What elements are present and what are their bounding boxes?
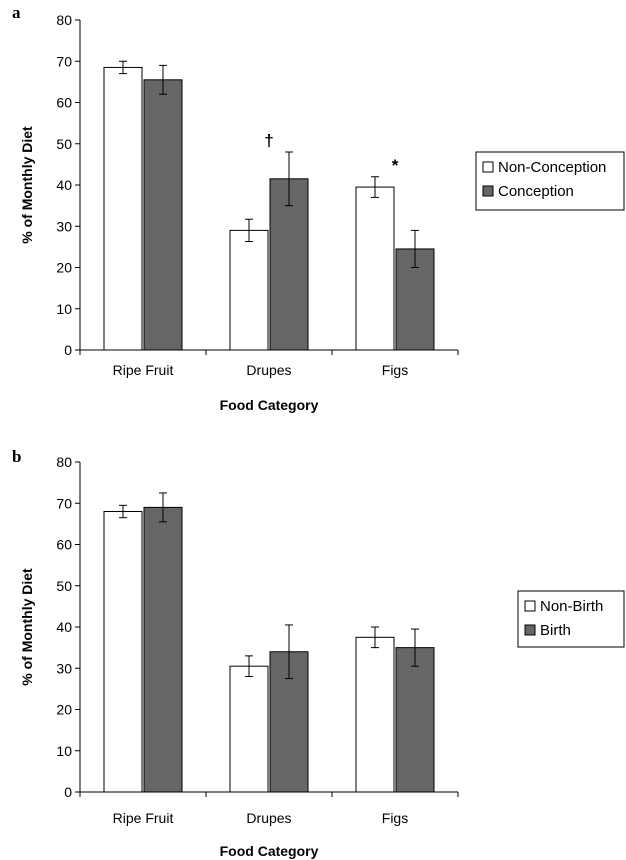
bar-ripe-fruit-birth [143, 506, 183, 793]
y-tick-label: 10 [56, 301, 72, 317]
significance-marker: † [264, 131, 273, 150]
y-tick-label: 70 [56, 53, 72, 69]
x-tick-label: Figs [382, 810, 408, 826]
bar-ripe-fruit-non-birth [103, 511, 143, 793]
legend-label: Conception [498, 183, 574, 200]
y-tick-label: 10 [56, 743, 72, 759]
legend: Non-Birth Birth [517, 590, 625, 648]
legend-swatch [482, 185, 494, 197]
legend-swatch [482, 161, 494, 173]
y-tick-label: 30 [56, 218, 72, 234]
legend-swatch [524, 624, 536, 636]
bar-drupes-non-birth [229, 665, 269, 793]
y-tick-label: 20 [56, 260, 72, 276]
x-tick-label: Ripe Fruit [113, 362, 174, 378]
bar-drupes-conception [269, 178, 309, 351]
bar-figs-birth [395, 647, 435, 793]
panel-letter: b [12, 447, 21, 466]
bar-ripe-fruit-non-conception [103, 66, 143, 351]
y-axis-title: % of Monthly Diet [19, 126, 35, 244]
legend-box [517, 590, 625, 648]
legend-swatch [524, 600, 536, 612]
y-tick-label: 0 [64, 342, 72, 358]
legend-label: Non-Birth [540, 598, 603, 615]
y-tick-label: 70 [56, 495, 72, 511]
y-tick-label: 30 [56, 660, 72, 676]
panel-letter: a [12, 3, 21, 22]
x-tick-label: Ripe Fruit [113, 810, 174, 826]
legend-label: Birth [540, 622, 571, 639]
y-tick-label: 60 [56, 95, 72, 111]
x-tick-label: Drupes [246, 362, 291, 378]
y-tick-label: 20 [56, 702, 72, 718]
y-tick-label: 50 [56, 136, 72, 152]
chart-panel-a: a 0 10 20 30 40 50 60 70 80 Ripe Fruit Drupes Figs † *… [12, 3, 625, 413]
x-tick-label: Figs [382, 362, 408, 378]
y-tick-label: 60 [56, 537, 72, 553]
y-axis-title: % of Monthly Diet [19, 568, 35, 686]
y-tick-label: 80 [56, 12, 72, 28]
significance-marker: * [392, 156, 399, 175]
legend-box [475, 151, 625, 211]
bar-ripe-fruit-conception [143, 79, 183, 351]
y-tick-label: 40 [56, 619, 72, 635]
chart-panel-b: b 0 10 20 30 40 50 60 70 80 Ripe Fruit Drupes Figs % … [12, 447, 625, 859]
y-tick-label: 0 [64, 784, 72, 800]
legend-label: Non-Conception [498, 159, 606, 176]
x-tick-label: Drupes [246, 810, 291, 826]
y-tick-label: 80 [56, 454, 72, 470]
y-tick-label: 40 [56, 177, 72, 193]
legend: Non-Conception Conception [475, 151, 625, 211]
y-tick-label: 50 [56, 578, 72, 594]
x-axis-title: Food Category [220, 397, 319, 413]
bar-figs-non-conception [355, 186, 395, 351]
bar-drupes-non-conception [229, 229, 269, 351]
x-axis-title: Food Category [220, 843, 319, 859]
bar-figs-non-birth [355, 636, 395, 793]
